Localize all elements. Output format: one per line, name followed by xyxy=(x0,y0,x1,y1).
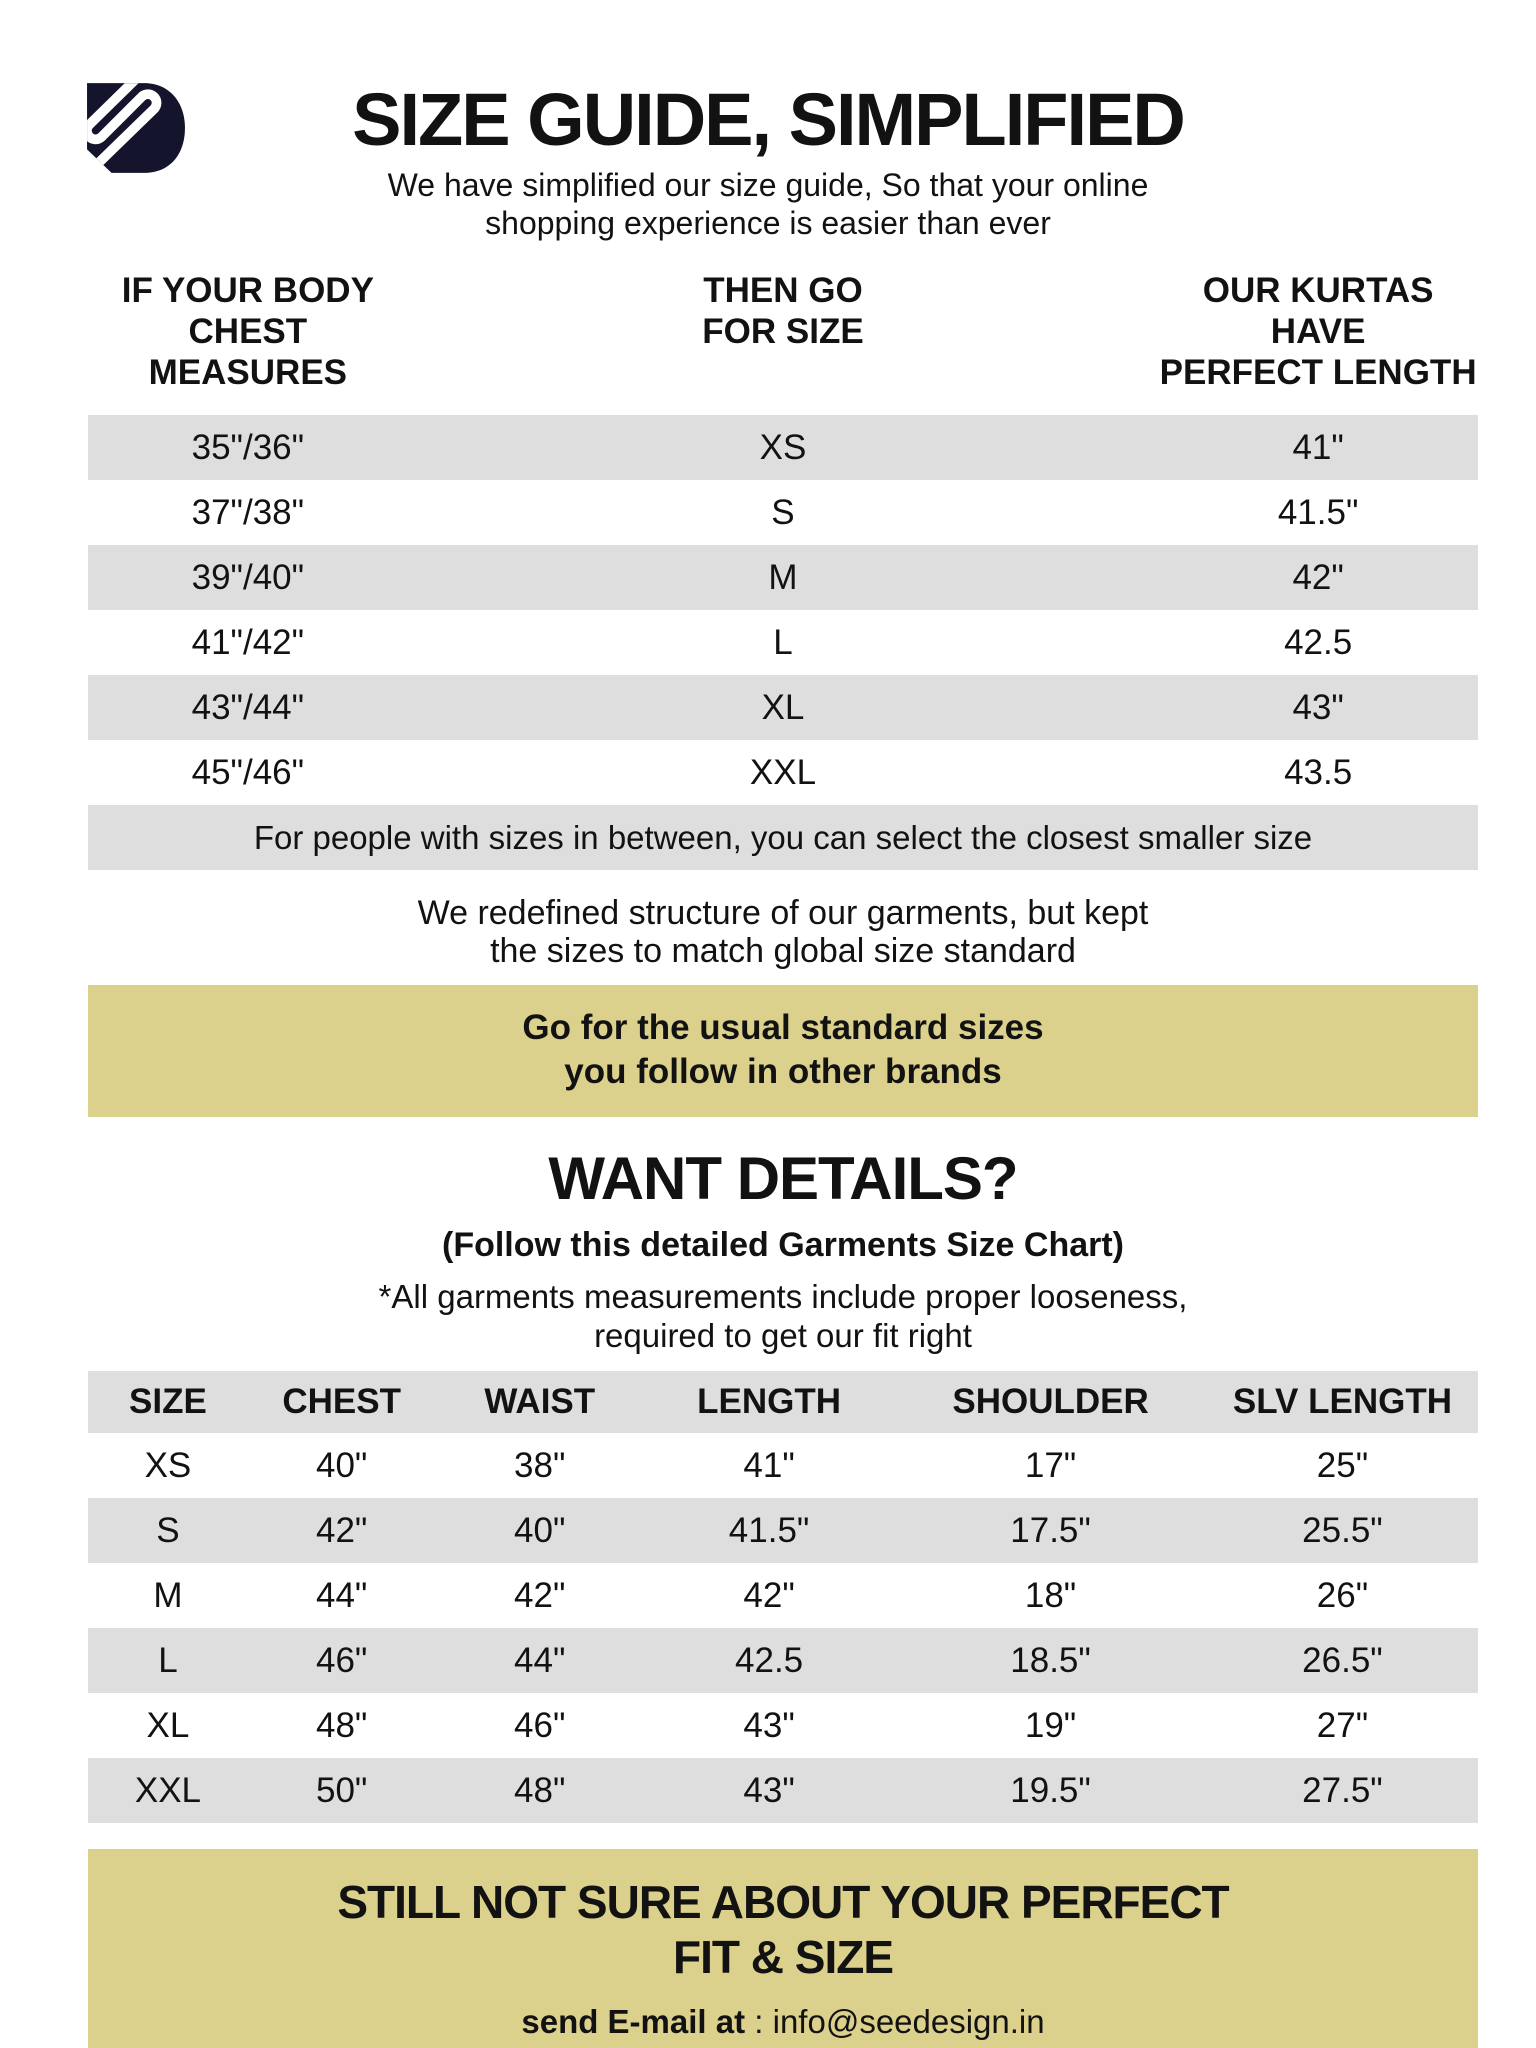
col-header-chest: CHEST xyxy=(282,1382,401,1421)
col-header-slv-length: SLV LENGTH xyxy=(1232,1382,1452,1421)
col-header-kurta-length: OUR KURTAS HAVE PERFECT LENGTH xyxy=(1159,271,1477,392)
cell-measure: 37"/38" xyxy=(191,492,305,532)
cell-measure: 45"/46" xyxy=(191,752,305,792)
cell-size: S xyxy=(771,492,795,532)
table-row: S 42" 40" 41.5" 17.5" 25.5" xyxy=(88,1498,1478,1563)
cell-size: XS xyxy=(759,427,807,467)
table-row: 41"/42" L 42.5 xyxy=(88,610,1478,675)
col-header-size: SIZE xyxy=(129,1382,207,1421)
table-row: 39"/40" M 42" xyxy=(88,545,1478,610)
contact-banner-title: STILL NOT SURE ABOUT YOUR PERFECT FIT & … xyxy=(337,1876,1229,1983)
cell-measure: 35"/36" xyxy=(191,427,305,467)
col-header-chest-measures: IF YOUR BODY CHEST MEASURES xyxy=(121,271,374,392)
cell-measure: 39"/40" xyxy=(191,557,305,597)
email-separator: : xyxy=(745,2003,773,2040)
redefined-note: We redefined structure of our garments, … xyxy=(417,894,1149,970)
email-address[interactable]: info@seedesign.in xyxy=(772,2003,1045,2040)
paperclip-logo-icon xyxy=(87,83,185,173)
table-row: XL 48" 46" 43" 19" 27" xyxy=(146,1705,1369,1745)
standard-sizes-banner: Go for the usual standard sizes you foll… xyxy=(88,985,1478,1117)
page-subtitle: We have simplified our size guide, So th… xyxy=(0,166,1536,242)
contact-banner: STILL NOT SURE ABOUT YOUR PERFECT FIT & … xyxy=(88,1849,1478,2048)
col-header-length: LENGTH xyxy=(697,1382,842,1421)
in-between-sizes-note: For people with sizes in between, you ca… xyxy=(88,805,1478,870)
simple-table-body: 35"/36" XS 41" 37"/38" S 41.5" 39"/40" M… xyxy=(88,415,1478,870)
content: IF YOUR BODY CHEST MEASURES THEN GO FOR … xyxy=(88,270,1478,2048)
table-row: 43"/44" XL 43" xyxy=(88,675,1478,740)
detailed-size-table: SIZE CHEST WAIST LENGTH SHOULDER SLV LEN… xyxy=(88,1371,1478,1823)
table-row: XS 40" 38" 41" 17" 25" xyxy=(144,1445,1369,1485)
contact-email-line: send E-mail at : info@seedesign.in xyxy=(88,2003,1478,2041)
table-row: 35"/36" XS 41" xyxy=(88,415,1478,480)
cell-size: M xyxy=(768,557,798,597)
cell-measure: 41"/42" xyxy=(191,622,305,662)
table-row: 37"/38" S 41.5" xyxy=(88,480,1478,545)
cell-size: XL xyxy=(761,687,805,727)
page-title: SIZE GUIDE, SIMPLIFIED xyxy=(352,78,1186,161)
table-row: XXL 50" 48" 43" 19.5" 27.5" xyxy=(88,1758,1478,1823)
follow-chart-subheading: (Follow this detailed Garments Size Char… xyxy=(442,1226,1124,1264)
subtitle-line-2: shopping experience is easier than ever xyxy=(485,205,1051,241)
cell-size: XXL xyxy=(749,752,817,792)
cell-measure: 43"/44" xyxy=(191,687,305,727)
detailed-table-header: SIZE CHEST WAIST LENGTH SHOULDER SLV LEN… xyxy=(88,1371,1478,1433)
cell-length: 42.5 xyxy=(1284,622,1353,662)
table-row: 45"/46" XXL 43.5 xyxy=(88,740,1478,805)
col-header-waist: WAIST xyxy=(484,1382,596,1421)
cell-length: 42" xyxy=(1292,557,1344,597)
subtitle-line-1: We have simplified our size guide, So th… xyxy=(387,167,1149,203)
cell-length: 43.5 xyxy=(1284,752,1353,792)
masthead: SIZE GUIDE, SIMPLIFIED We have simplifie… xyxy=(0,0,1536,242)
table-row: M 44" 42" 42" 18" 26" xyxy=(153,1575,1369,1615)
cell-size: L xyxy=(773,622,793,662)
cell-length: 41.5" xyxy=(1277,492,1359,532)
want-details-heading: WANT DETAILS? xyxy=(548,1145,1018,1212)
simple-table-header: IF YOUR BODY CHEST MEASURES THEN GO FOR … xyxy=(88,270,1478,393)
email-label: send E-mail at xyxy=(521,2003,746,2040)
table-row: L 46" 44" 42.5 18.5" 26.5" xyxy=(88,1628,1478,1693)
cell-length: 43" xyxy=(1292,687,1344,727)
brand-logo xyxy=(85,83,187,175)
looseness-note: *All garments measurements include prope… xyxy=(378,1278,1188,1354)
col-header-shoulder: SHOULDER xyxy=(952,1382,1149,1421)
cell-length: 41" xyxy=(1292,427,1344,467)
col-header-go-for-size: THEN GO FOR SIZE xyxy=(702,271,864,351)
